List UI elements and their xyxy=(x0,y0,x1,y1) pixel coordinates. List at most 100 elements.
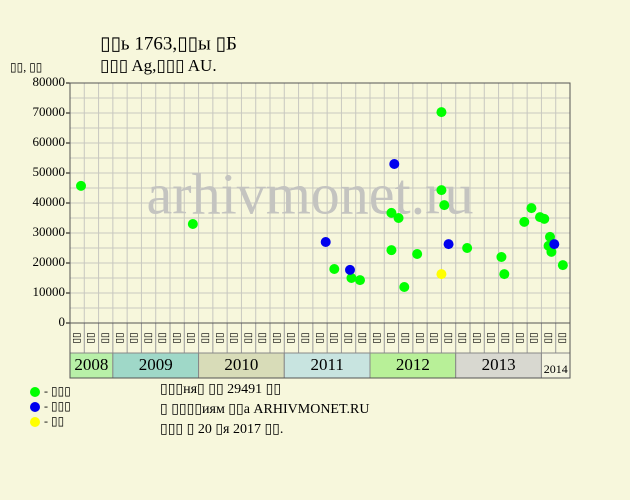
month-label: ▯▯ xyxy=(529,332,540,343)
month-label: ▯▯ xyxy=(300,332,311,343)
month-label: ▯▯ xyxy=(557,332,568,343)
point xyxy=(389,159,400,169)
month-label: ▯▯ xyxy=(200,332,211,343)
year-label: 2011 xyxy=(310,355,343,374)
y-tick-label: 40000 xyxy=(33,194,66,209)
y-axis-label: ▯▯, ▯▯ xyxy=(10,60,42,74)
y-tick-label: 10000 xyxy=(33,284,66,299)
month-label: ▯▯ xyxy=(257,332,268,343)
month-label: ▯▯ xyxy=(429,332,440,343)
month-label: ▯▯ xyxy=(329,332,340,343)
year-cell xyxy=(69,352,114,379)
month-label: ▯▯ xyxy=(457,332,468,343)
point xyxy=(443,239,454,250)
point xyxy=(439,200,450,211)
year-cell xyxy=(112,352,200,379)
point xyxy=(546,246,557,257)
month-label: ▯▯ xyxy=(100,332,111,343)
point xyxy=(462,243,473,253)
point xyxy=(399,282,410,292)
point xyxy=(76,180,86,191)
point xyxy=(436,185,447,196)
month-label: ▯▯ xyxy=(114,332,125,343)
month-label: ▯▯ xyxy=(129,332,140,343)
point xyxy=(355,275,365,286)
y-tick-label: 60000 xyxy=(33,134,66,149)
chart-title: ▯▯ь 1763,▯▯ы ▯Б xyxy=(100,33,237,54)
month-label: ▯▯ xyxy=(286,332,297,343)
month-label: ▯▯ xyxy=(271,332,282,343)
point xyxy=(345,264,355,275)
point xyxy=(436,269,447,280)
year-cell xyxy=(198,352,285,379)
point xyxy=(545,231,555,242)
legend-label: - ▯▯ xyxy=(44,414,64,428)
point xyxy=(557,260,568,271)
point xyxy=(412,249,423,259)
year-label: 2008 xyxy=(74,355,108,374)
legend-swatch xyxy=(30,387,40,397)
legend-label: - ▯▯▯ xyxy=(44,384,71,398)
point xyxy=(320,237,331,247)
plot-frame xyxy=(69,82,571,379)
y-tick-label: 0 xyxy=(59,314,66,329)
legend-swatch xyxy=(30,402,40,412)
y-tick-label: 50000 xyxy=(33,164,66,179)
point xyxy=(346,273,357,283)
point xyxy=(187,219,198,229)
month-label: ▯▯ xyxy=(543,332,554,343)
year-label: 2009 xyxy=(139,355,173,374)
point xyxy=(499,269,510,280)
month-label: ▯▯ xyxy=(371,332,382,343)
note: ▯ ▯▯▯▯иям ▯▯а ARHIVMONET.RU xyxy=(160,402,369,417)
month-label: ▯▯ xyxy=(214,332,225,343)
month-label: ▯▯ xyxy=(157,332,168,343)
year-cell xyxy=(540,352,571,379)
month-label: ▯▯ xyxy=(400,332,411,343)
month-label: ▯▯ xyxy=(243,332,254,343)
y-tick-label: 20000 xyxy=(33,254,66,269)
point xyxy=(519,216,530,227)
point xyxy=(549,239,560,250)
point xyxy=(393,213,404,223)
year-cell xyxy=(455,352,542,379)
legend-label: - ▯▯▯ xyxy=(44,399,71,413)
chart-subtitle: ▯▯▯ Ag,▯▯▯ AU. xyxy=(100,56,217,75)
legend-swatch xyxy=(30,417,40,427)
year-cell xyxy=(283,352,371,379)
point xyxy=(436,107,447,118)
year-label: 2010 xyxy=(224,355,258,374)
month-label: ▯▯ xyxy=(186,332,197,343)
y-tick-label: 70000 xyxy=(33,104,66,119)
month-label: ▯▯ xyxy=(486,332,497,343)
month-label: ▯▯ xyxy=(414,332,425,343)
year-label: 2012 xyxy=(396,355,430,374)
watermark: arhivmonet.ru xyxy=(147,161,474,226)
y-tick-label: 80000 xyxy=(33,74,66,89)
month-label: ▯▯ xyxy=(443,332,454,343)
year-cell xyxy=(369,352,457,379)
y-tick-label: 30000 xyxy=(33,224,66,239)
point xyxy=(496,252,507,262)
month-label: ▯▯ xyxy=(514,332,525,343)
point xyxy=(386,207,397,218)
point xyxy=(329,264,340,274)
year-label: 2013 xyxy=(482,355,516,374)
point xyxy=(539,213,550,224)
month-label: ▯▯ xyxy=(357,332,368,343)
month-label: ▯▯ xyxy=(471,332,482,343)
month-label: ▯▯ xyxy=(71,332,82,343)
month-label: ▯▯ xyxy=(86,332,97,343)
month-label: ▯▯ xyxy=(229,332,240,343)
month-label: ▯▯ xyxy=(343,332,354,343)
month-label: ▯▯ xyxy=(314,332,325,343)
note: ▯▯▯ня▯ ▯▯ 29491 ▯▯ xyxy=(160,382,281,397)
point xyxy=(386,245,397,256)
month-label: ▯▯ xyxy=(500,332,511,343)
month-label: ▯▯ xyxy=(143,332,154,343)
month-label: ▯▯ xyxy=(386,332,397,343)
note: ▯▯▯ ▯ 20 ▯я 2017 ▯▯. xyxy=(160,422,283,437)
month-label: ▯▯ xyxy=(171,332,182,343)
